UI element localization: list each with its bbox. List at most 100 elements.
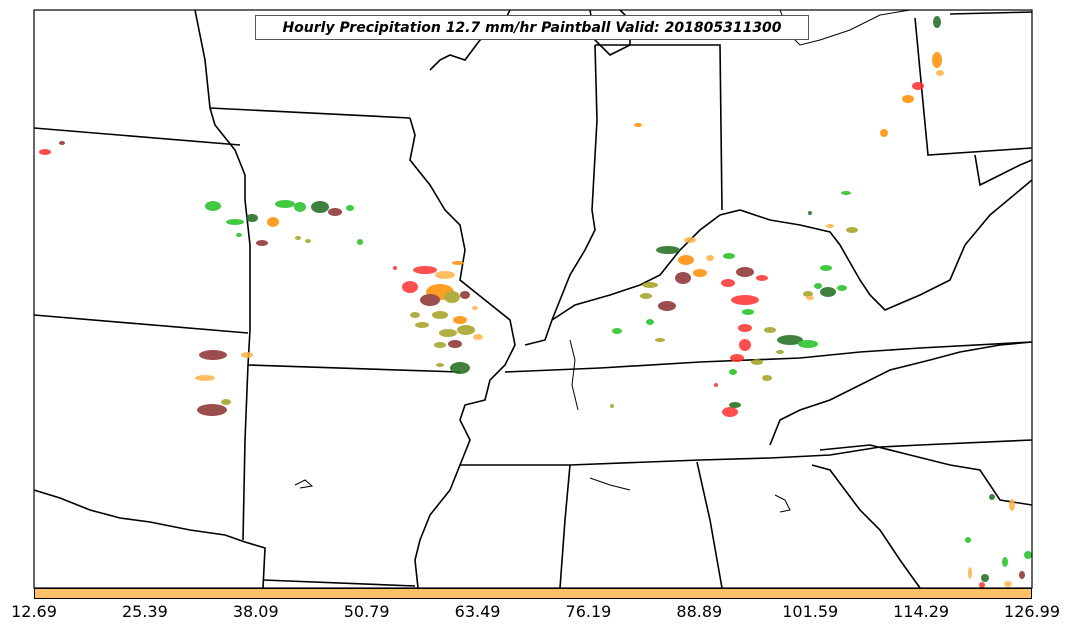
precip-blob [729,402,741,408]
precip-blob [457,325,475,335]
precip-blob [729,369,737,375]
river-missouri [409,117,516,588]
precip-blob [722,407,738,417]
colorbar-tick-label: 50.79 [343,602,390,621]
precip-blob [195,375,215,381]
precip-blob [912,82,924,90]
boundary-ms-al [559,464,571,588]
boundary-ks-mo [242,245,251,541]
precip-blob [448,340,462,348]
precip-blob [1019,571,1025,579]
precip-blob [415,322,429,328]
precip-blob [902,95,914,103]
precip-blob [714,383,718,387]
precip-blob [820,265,832,271]
precip-blob [472,306,478,310]
precip-blob [328,208,342,216]
precip-blob [808,211,812,215]
boundary-in-oh [595,44,723,211]
precip-blob [762,375,772,381]
precip-blob [410,312,420,318]
precip-blob [693,269,707,277]
boundary-ga-sc [811,464,921,588]
precip-blob [979,582,985,588]
colorbar-tick-label: 126.99 [1004,602,1060,621]
precip-blob [756,275,768,281]
boundary-tn-south [460,439,1032,466]
precip-blob [965,537,971,543]
precip-blob [256,240,268,246]
precip-blob [806,296,814,300]
precip-blob [841,191,851,195]
precip-blob [1002,557,1008,567]
precip-blob [453,316,467,324]
map-border [33,9,1033,589]
precip-blob [989,494,995,500]
precip-blob [837,285,847,291]
precip-blob [739,339,751,351]
boundary-wv [974,154,1032,187]
boundary-il-in [524,44,598,346]
boundary-oh-pa [914,17,1032,156]
precip-blob [295,236,301,240]
boundary-ia-mo [209,107,411,119]
precip-blob [393,266,397,270]
colorbar-tick-label: 63.49 [454,602,501,621]
precip-blob [634,123,642,127]
precip-blob [1004,581,1012,587]
precip-blob [346,205,354,211]
precip-blob [675,272,691,284]
precip-blob [205,201,221,211]
precip-blob [473,334,483,340]
river-ohio [551,179,1032,321]
precip-blob [267,217,279,227]
precip-blob [803,291,813,297]
precip-blob [820,287,836,297]
precip-blob [236,233,242,237]
precip-blob [612,328,622,334]
precip-blob [642,282,658,288]
boundary-va [769,341,1032,446]
precip-blobs [39,16,1032,588]
precip-blob [420,294,440,306]
precip-blob [294,202,306,212]
colorbar-tick-label: 88.89 [676,602,723,621]
precip-blob [275,200,295,208]
precip-blob [402,281,418,293]
precip-blob [435,271,455,279]
precip-blob [738,324,752,332]
boundary-pa-ny [949,11,1032,15]
precip-blob [640,293,652,299]
precip-blob [981,574,989,582]
precip-blob [751,359,763,365]
lake-texoma [294,479,314,489]
boundary-sc-nc [819,444,1032,506]
precip-blob [460,291,470,299]
lake-al [589,477,631,491]
map-title: Hourly Precipitation 12.7 mm/hr Paintbal… [255,15,809,40]
precip-blob [450,362,470,374]
precip-blob [452,261,464,265]
precip-blob [730,354,744,362]
boundary-ne-ks [34,127,241,146]
precip-blob [305,239,311,243]
precip-blob [846,227,858,233]
precip-blob [968,567,972,579]
precip-blob [610,404,614,408]
boundary-al-ga [696,461,723,588]
precip-blob [246,214,258,222]
precip-blob [357,239,363,245]
precip-blob [933,16,941,28]
state-boundaries [34,10,1032,588]
precip-blob [439,329,457,337]
boundary-ky-tn [504,341,1032,373]
colorbar-tick-label: 101.59 [782,602,839,621]
precip-blob [742,309,754,315]
precip-blob [736,267,754,277]
precip-blob [1024,551,1032,559]
precip-blob [655,338,665,342]
precip-blob [776,350,784,354]
boundary-ar-la [262,579,416,587]
precip-blob [731,295,759,305]
